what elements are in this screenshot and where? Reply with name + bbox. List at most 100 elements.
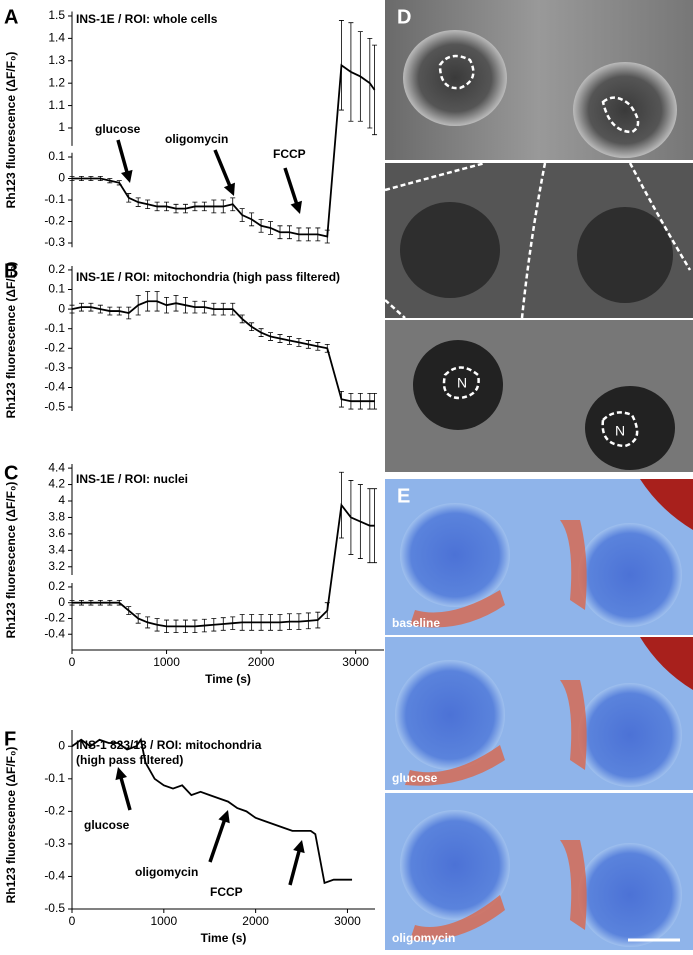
roi-outline	[442, 366, 639, 448]
y-tick-label: -0.3	[44, 836, 65, 850]
cell	[403, 30, 507, 126]
x-axis-title: Time (s)	[201, 931, 247, 945]
arrow-head	[293, 840, 305, 854]
cell	[585, 386, 675, 470]
arrow-head	[218, 810, 230, 824]
panel-label: B	[4, 260, 18, 282]
arrow-shaft	[116, 139, 130, 176]
y-tick-label: -0.1	[44, 321, 65, 335]
condition-label: oligomycin	[392, 931, 455, 945]
y-tick-label: 4.2	[48, 477, 65, 491]
arrow-shaft	[283, 167, 300, 207]
panel-label: D	[397, 6, 411, 28]
y-tick-label: 0.2	[48, 579, 65, 593]
y-tick-label: 3.2	[48, 559, 65, 573]
arrow-shaft	[288, 847, 302, 886]
y-tick-label: 3.8	[48, 510, 65, 524]
y-tick-label: -0.4	[44, 626, 65, 640]
y-tick-label: -0.5	[44, 901, 65, 915]
x-tick-label: 3000	[334, 914, 361, 928]
y-tick-label: 1.1	[48, 98, 65, 112]
y-tick-label: 1.2	[48, 75, 65, 89]
arrow-head	[115, 767, 128, 781]
nucleus-label: N	[457, 375, 467, 391]
y-tick-label: 3.6	[48, 526, 65, 540]
panel-label: E	[397, 485, 410, 507]
chart-title: INS-1E / ROI: nuclei	[76, 472, 188, 486]
annotation: oligomycin	[165, 132, 228, 146]
chart-title: INS-1E / ROI: whole cells	[76, 12, 218, 26]
panel-label: A	[4, 6, 18, 28]
roi-outline	[438, 54, 475, 90]
cell	[413, 340, 503, 430]
y-tick-label: -0.1	[44, 771, 65, 785]
x-tick-label: 2000	[248, 655, 275, 669]
arrow-head	[120, 169, 133, 183]
annotation: FCCP	[210, 885, 243, 899]
x-tick-label: 1000	[153, 655, 180, 669]
image-panel-e: E baseline glucose oligomycin	[385, 479, 693, 950]
annotation: oligomycin	[135, 865, 198, 879]
y-tick-label: 4	[58, 493, 65, 507]
y-tick-label: -0.2	[44, 611, 65, 625]
arrow-shaft	[213, 149, 233, 190]
heatmap	[385, 479, 693, 635]
arrow-shaft	[118, 774, 132, 811]
y-axis-title: Rh123 fluorescence (ΔF/F₀)	[4, 262, 18, 419]
y-tick-label: 0	[58, 738, 65, 752]
y-tick-label: -0.4	[44, 380, 65, 394]
x-tick-label: 2000	[242, 914, 269, 928]
data-line	[72, 63, 376, 238]
heatmap	[385, 793, 693, 950]
y-tick-label: 1.3	[48, 53, 65, 67]
y-tick-label: 0	[58, 171, 65, 185]
x-tick-label: 0	[69, 914, 76, 928]
heatmap	[385, 637, 693, 790]
y-tick-label: 0	[58, 595, 65, 609]
y-tick-label: 4.4	[48, 460, 65, 474]
nucleus-label: N	[615, 423, 625, 439]
condition-label: glucose	[392, 771, 438, 785]
y-tick-label: -0.2	[44, 340, 65, 354]
chart-title: INS-1 823/13 / ROI: mitochondria	[76, 738, 262, 752]
x-tick-label: 3000	[342, 655, 369, 669]
data-line	[72, 502, 375, 628]
cell	[400, 202, 500, 298]
arrow-head	[223, 182, 235, 196]
y-tick-label: -0.3	[44, 235, 65, 249]
y-tick-label: 0.2	[48, 262, 65, 276]
y-axis-title: Rh123 fluorescence (ΔF/F₀)	[4, 52, 18, 209]
x-tick-label: 0	[69, 655, 76, 669]
x-axis-title: Time (s)	[205, 672, 251, 686]
chart-title: INS-1E / ROI: mitochondria (high pass fi…	[76, 270, 340, 284]
y-tick-label: -0.1	[44, 192, 65, 206]
panel-label: C	[4, 462, 18, 484]
y-tick-label: -0.3	[44, 360, 65, 374]
y-tick-label: -0.4	[44, 869, 65, 883]
y-tick-label: 0	[58, 301, 65, 315]
arrow-shaft	[208, 816, 228, 863]
x-tick-label: 1000	[150, 914, 177, 928]
data-line	[71, 737, 353, 885]
roi-outline	[601, 96, 640, 134]
y-tick-label: 1.5	[48, 8, 65, 22]
image-panel-d: D N N	[384, 0, 693, 472]
y-tick-label: 0.1	[48, 282, 65, 296]
y-axis-title: Rh123 fluorescence (ΔF/F₀)	[4, 747, 18, 904]
data-line	[71, 300, 375, 403]
annotation: glucose	[84, 818, 130, 832]
y-tick-label: -0.5	[44, 399, 65, 413]
y-tick-label: 3.4	[48, 543, 65, 557]
annotation: FCCP	[273, 147, 306, 161]
y-tick-label: 1.4	[48, 31, 65, 45]
panel-label: F	[4, 728, 16, 750]
annotation: glucose	[95, 122, 141, 136]
arrow-head	[290, 200, 302, 214]
y-tick-label: 1	[58, 120, 65, 134]
y-axis-title: Rh123 fluorescence (ΔF/F₀)	[4, 482, 18, 639]
condition-label: baseline	[392, 616, 440, 630]
y-tick-label: 0.1	[48, 149, 65, 163]
cell	[577, 207, 673, 303]
cell	[573, 62, 677, 158]
